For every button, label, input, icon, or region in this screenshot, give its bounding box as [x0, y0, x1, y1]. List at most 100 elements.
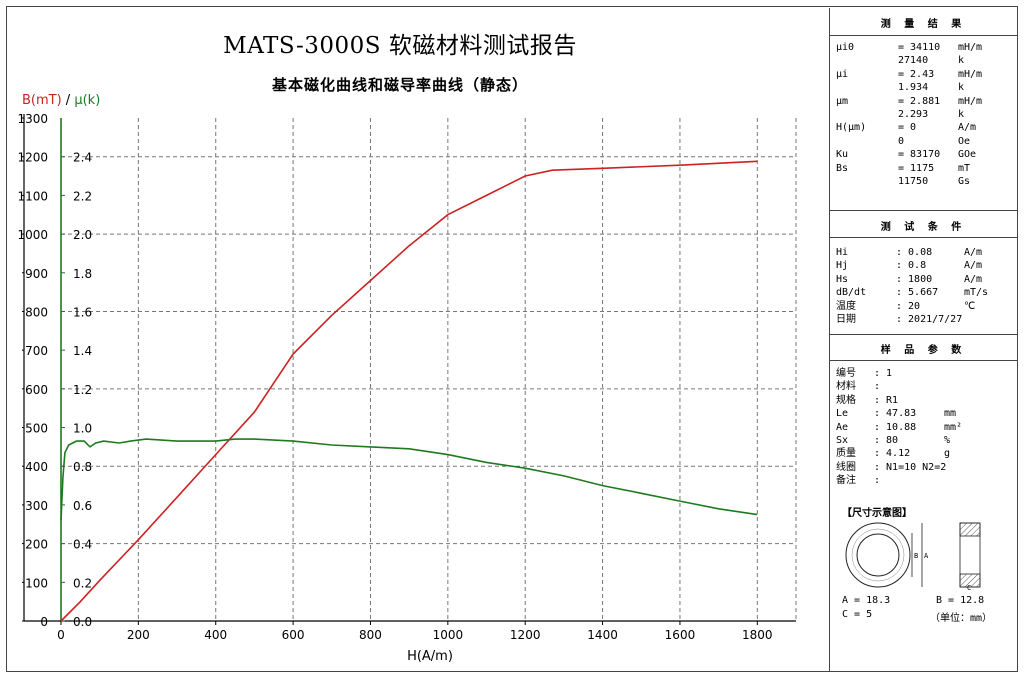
- x-tick-label: 1800: [742, 628, 773, 642]
- table-row: 1.934 k: [836, 81, 1012, 94]
- x-tick-label: 1400: [587, 628, 618, 642]
- param-name: 备注: [836, 475, 856, 487]
- table-row: Hi : 0.08 A/m: [836, 246, 1012, 259]
- y-left-tick-label: 600: [25, 383, 48, 397]
- param-name: H(μm): [836, 122, 867, 134]
- param-value: : 5.667: [896, 287, 939, 299]
- label-a: A: [924, 552, 929, 560]
- y-left-tick-label: 700: [25, 344, 48, 358]
- label-c: C: [967, 584, 971, 590]
- conditions-table: Hi: 0.08 A/m Hj: 0.8 A/m Hs: 1800 A/m dB/dt: 5…: [836, 246, 1012, 326]
- param-unit: GOe: [958, 149, 977, 161]
- y-left-tick-label: 800: [25, 305, 48, 319]
- dim-a: A = 18.3: [842, 595, 891, 606]
- param-unit: %: [944, 434, 951, 446]
- param-value: : 4.12: [874, 448, 911, 460]
- y-right-tick-label: 0.0: [73, 615, 92, 629]
- x-tick-label: 1600: [665, 628, 696, 642]
- param-name: μm: [836, 95, 849, 107]
- x-tick-label: 200: [127, 628, 150, 642]
- toroid-diagram: B A C: [845, 522, 981, 590]
- divider: [830, 360, 1017, 361]
- param-value: 27140: [898, 55, 929, 67]
- param-value: : 0.08: [896, 247, 933, 258]
- param-name: 日期: [836, 313, 856, 325]
- table-row: dB/dt : 5.667 mT/s: [836, 286, 1012, 299]
- param-value: = 2.43: [898, 68, 935, 80]
- sample-heading: 样 品 参 数: [880, 345, 967, 356]
- label-b: B: [914, 552, 918, 560]
- table-row: Hs: 1800 A/m: [836, 273, 1012, 286]
- y-left-tick-label: 1000: [17, 228, 48, 242]
- param-value: : 2021/7/27: [896, 313, 963, 325]
- y-left-tick-label: 1200: [17, 151, 48, 165]
- param-unit: mm: [944, 408, 957, 420]
- x-tick-label: 0: [57, 628, 65, 642]
- param-name: Hi: [836, 247, 849, 258]
- dimension-diagram-title: 【尺寸示意图】: [842, 508, 912, 519]
- param-unit: mT/s: [964, 287, 989, 299]
- y-left-tick-label: 1100: [17, 189, 48, 203]
- param-value: : 20: [896, 300, 921, 312]
- chart-series: [60, 160, 758, 622]
- y-right-tick-label: 1.4: [73, 344, 92, 358]
- param-name: Bs: [836, 162, 849, 174]
- param-name: dB/dt: [836, 287, 867, 299]
- param-name: 编号: [836, 368, 856, 379]
- param-name: 质量: [836, 448, 856, 460]
- y-axis-label: B(mT) / μ(k): [22, 93, 100, 108]
- y-left-tick-label: 0: [40, 615, 48, 629]
- table-row: 质量 : 4.12 g: [836, 447, 1012, 460]
- conditions-heading: 测 试 条 件: [880, 222, 967, 233]
- y-right-tick-label: 1.6: [73, 305, 92, 319]
- y-right-tick-label: 1.0: [73, 422, 92, 436]
- param-unit: ℃: [964, 300, 976, 312]
- param-name: Hs: [836, 273, 849, 285]
- report-title: MATS-3000S 软磁材料测试报告: [223, 33, 577, 59]
- x-axis-label: H(A/m): [407, 649, 453, 664]
- param-value: : 10.88: [874, 421, 917, 433]
- param-unit: mH/m: [958, 68, 983, 80]
- y-left-tick-label: 100: [25, 576, 48, 590]
- param-value: = 83170: [898, 149, 941, 161]
- param-value: = 1175: [898, 162, 935, 174]
- results-heading: 测 量 结 果: [880, 19, 967, 30]
- param-value: : 1800: [896, 273, 933, 285]
- chart-grid: [61, 118, 797, 621]
- param-unit: g: [944, 448, 951, 460]
- divider: [830, 334, 1017, 335]
- table-row: Ae: 10.88 mm²: [836, 421, 1012, 434]
- x-tick-label: 800: [359, 628, 382, 642]
- param-name: 线圈: [836, 461, 856, 473]
- param-value: = 2.881: [898, 95, 941, 107]
- table-row: H(μm) = 0 A/m: [836, 121, 1012, 134]
- table-row: 11750 Gs: [836, 175, 1012, 188]
- param-value: : 0.8: [896, 260, 927, 272]
- table-row: μi0 = 34110 mH/m: [836, 41, 1012, 54]
- table-row: μi = 2.43 mH/m: [836, 68, 1012, 81]
- param-name: Le: [836, 408, 849, 420]
- table-row: 材料:: [836, 380, 1012, 393]
- chart-subtitle: 基本磁化曲线和磁导率曲线（静态）: [271, 76, 528, 94]
- param-name: Hj: [836, 260, 849, 272]
- y-left-tick-label: 500: [25, 422, 48, 436]
- table-row: 规格: R1: [836, 394, 1012, 407]
- param-value: : 1: [874, 368, 893, 379]
- y-left-tick-label: 300: [25, 499, 48, 513]
- param-value: = 0: [898, 122, 917, 134]
- param-unit: A/m: [964, 247, 983, 258]
- y-right-tick-label: 0.2: [73, 576, 92, 590]
- param-unit: mH/m: [958, 42, 983, 53]
- chart-ticks: 0 200 400 600 800 1000 1200 1400 1600 1800 0 100 200…: [17, 112, 772, 642]
- param-value: : 47.83: [874, 408, 917, 420]
- table-row: Sx: 80%: [836, 434, 1012, 447]
- table-row: 线圈: N1=10 N2=2: [836, 461, 1012, 474]
- x-tick-label: 1000: [433, 628, 464, 642]
- param-unit: k: [958, 82, 965, 94]
- param-value: 1.934: [898, 82, 929, 94]
- results-table: μi0 = 34110 mH/m 27140 k μi = 2.43 mH/m 1.934 k μm…: [836, 41, 1012, 188]
- y-right-tick-label: 0.6: [73, 499, 92, 513]
- table-row: 27140 k: [836, 54, 1012, 67]
- param-value: 11750: [898, 175, 929, 187]
- param-unit: k: [958, 55, 965, 67]
